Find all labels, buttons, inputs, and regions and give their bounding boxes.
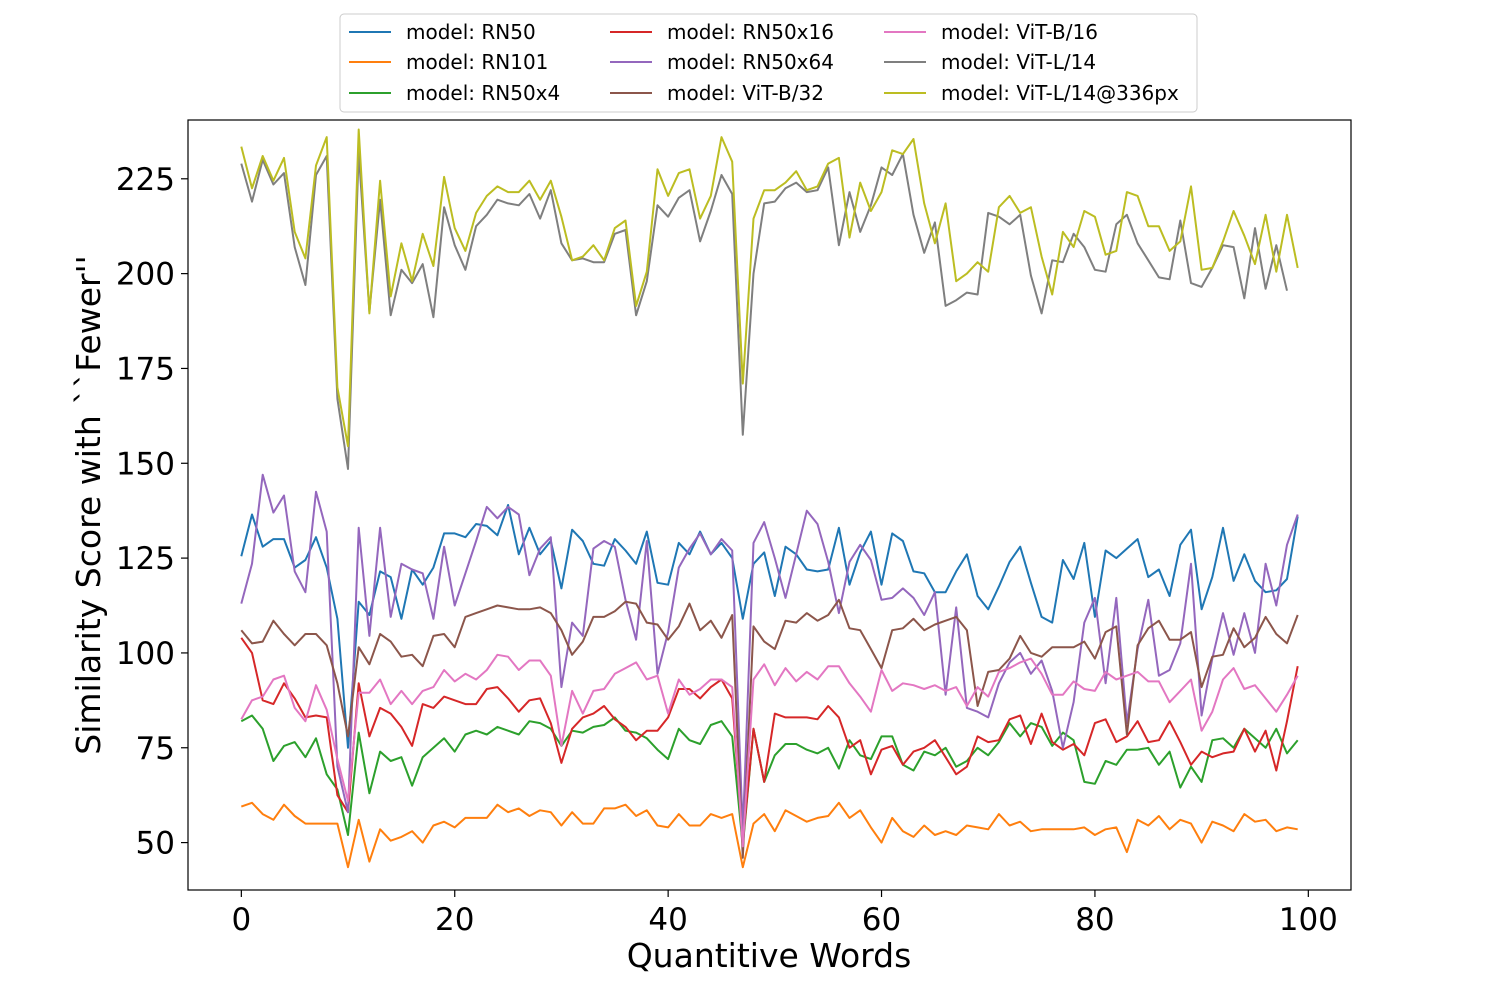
x-tick-label: 100 xyxy=(1279,902,1338,938)
y-tick-label: 100 xyxy=(116,636,175,672)
legend-frame xyxy=(339,13,1198,113)
series-line-5 xyxy=(240,598,1299,859)
y-tick-label: 200 xyxy=(116,257,175,293)
x-tick-label: 60 xyxy=(862,902,901,938)
x-axis-label: Quantitive Words xyxy=(627,936,912,975)
y-tick-label: 175 xyxy=(116,351,175,387)
y-tick-label: 75 xyxy=(136,731,175,767)
x-tick-label: 80 xyxy=(1075,902,1114,938)
legend-label-6: model: ViT-B/16 xyxy=(941,20,1098,44)
x-tick-label: 0 xyxy=(231,902,251,938)
y-axis-ticks: 50 75 100 125 150 175 200 225 xyxy=(116,162,188,862)
y-tick-label: 125 xyxy=(116,541,175,577)
x-tick-label: 40 xyxy=(648,902,687,938)
series-line-8 xyxy=(240,128,1299,448)
series-line-1 xyxy=(240,801,1298,869)
y-tick-label: 225 xyxy=(116,162,175,198)
x-axis-ticks: 0 20 40 60 80 100 xyxy=(231,890,1338,938)
legend-label-7: model: ViT-L/14 xyxy=(941,50,1096,74)
legend-label-0: model: RN50 xyxy=(406,20,536,44)
series-line-4 xyxy=(240,473,1299,833)
legend-label-5: model: ViT-B/32 xyxy=(667,81,824,105)
y-axis-label: Similarity Score with ``Fewer'' xyxy=(69,255,108,754)
series-line-0 xyxy=(240,504,1299,749)
series-line-6 xyxy=(240,653,1299,848)
y-tick-label: 150 xyxy=(116,446,175,482)
series-line-2 xyxy=(240,714,1299,848)
legend-label-8: model: ViT-L/14@336px xyxy=(941,81,1179,105)
y-tick-label: 50 xyxy=(136,826,175,862)
plot-frame xyxy=(187,119,1352,891)
legend-label-2: model: RN50x4 xyxy=(406,81,560,105)
legend: model: RN50 model: RN101 model: RN50x4 mode… xyxy=(339,13,1198,113)
legend-label-4: model: RN50x64 xyxy=(667,50,834,74)
series-layer xyxy=(240,128,1299,869)
series-line-7 xyxy=(240,151,1288,470)
series-line-3 xyxy=(240,637,1299,844)
x-tick-label: 20 xyxy=(435,902,474,938)
legend-label-1: model: RN101 xyxy=(406,50,548,74)
legend-label-3: model: RN50x16 xyxy=(667,20,834,44)
